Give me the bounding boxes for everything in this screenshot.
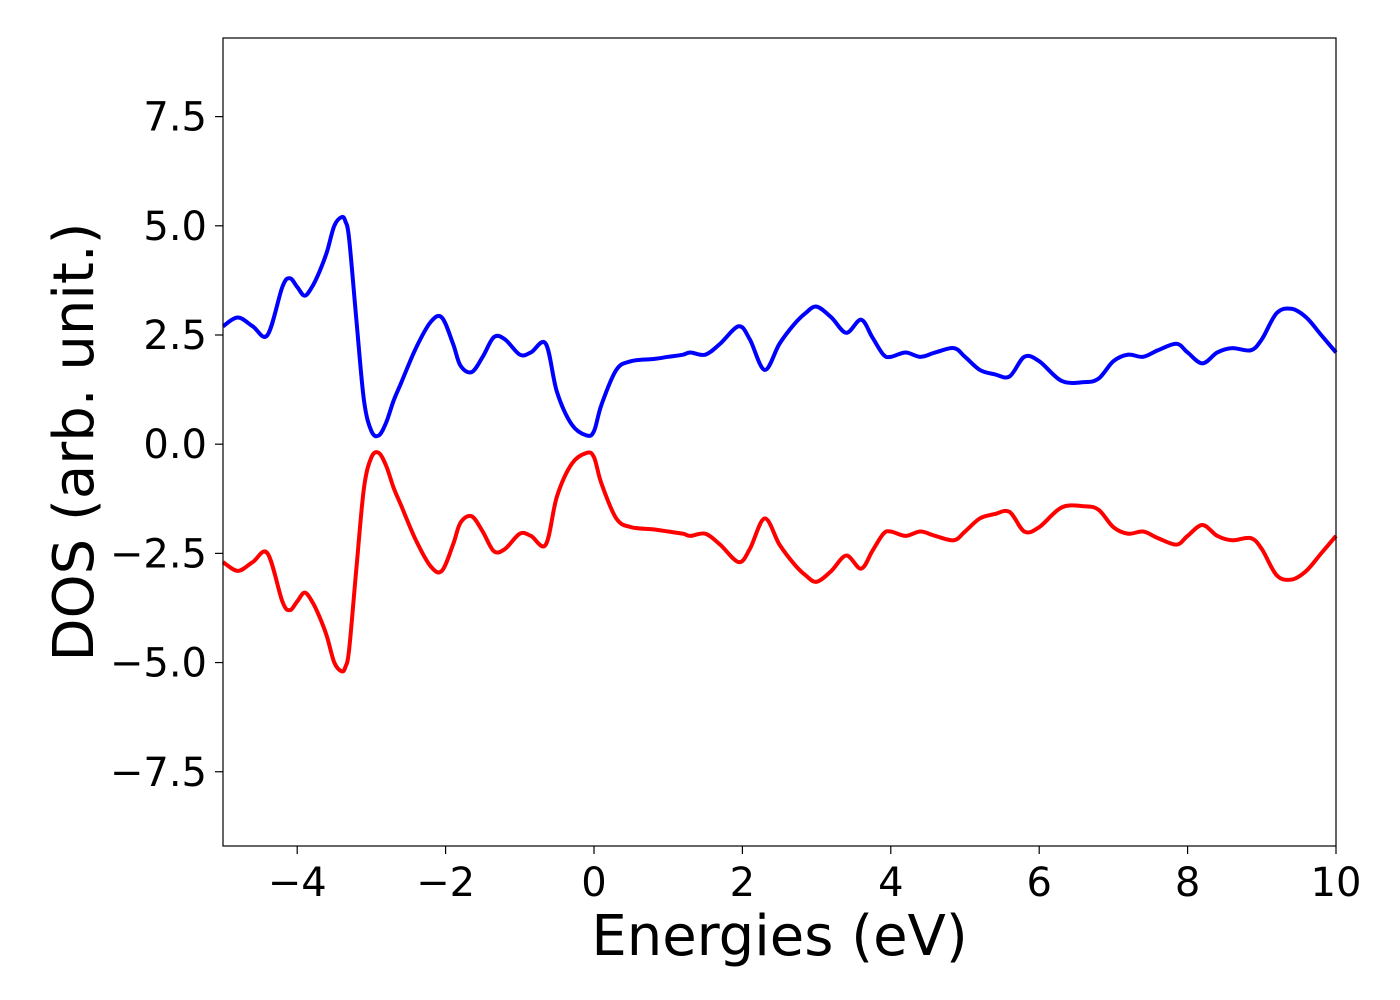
x-tick-label: 2 [730, 860, 755, 906]
x-tick-label: 8 [1175, 860, 1200, 906]
x-tick-label: −4 [268, 860, 327, 906]
x-axis-title: Energies (eV) [591, 904, 967, 969]
y-axis-ticks: −7.5 −5.0 −2.5 0.0 2.5 5.0 7.5 [110, 95, 223, 796]
x-tick-label: 6 [1026, 860, 1051, 906]
x-tick-label: 4 [878, 860, 903, 906]
x-tick-label: −2 [416, 860, 475, 906]
y-tick-label: 2.5 [143, 313, 207, 359]
y-tick-label: −2.5 [110, 531, 207, 577]
y-axis-title: DOS (arb. unit.) [42, 222, 107, 661]
plot-frame [222, 37, 1337, 847]
dos-line-negative [221, 450, 1338, 674]
series-layer [221, 214, 1338, 674]
y-tick-label: −5.0 [110, 641, 207, 687]
x-axis-ticks: −4 −2 0 2 4 6 8 10 [268, 846, 1362, 906]
y-tick-label: 5.0 [143, 204, 207, 250]
x-tick-label: 0 [581, 860, 606, 906]
dos-line-positive [221, 214, 1338, 439]
y-tick-label: 7.5 [143, 95, 207, 141]
y-tick-label: 0.0 [143, 422, 207, 468]
x-tick-label: 10 [1311, 860, 1362, 906]
y-tick-label: −7.5 [110, 750, 207, 796]
